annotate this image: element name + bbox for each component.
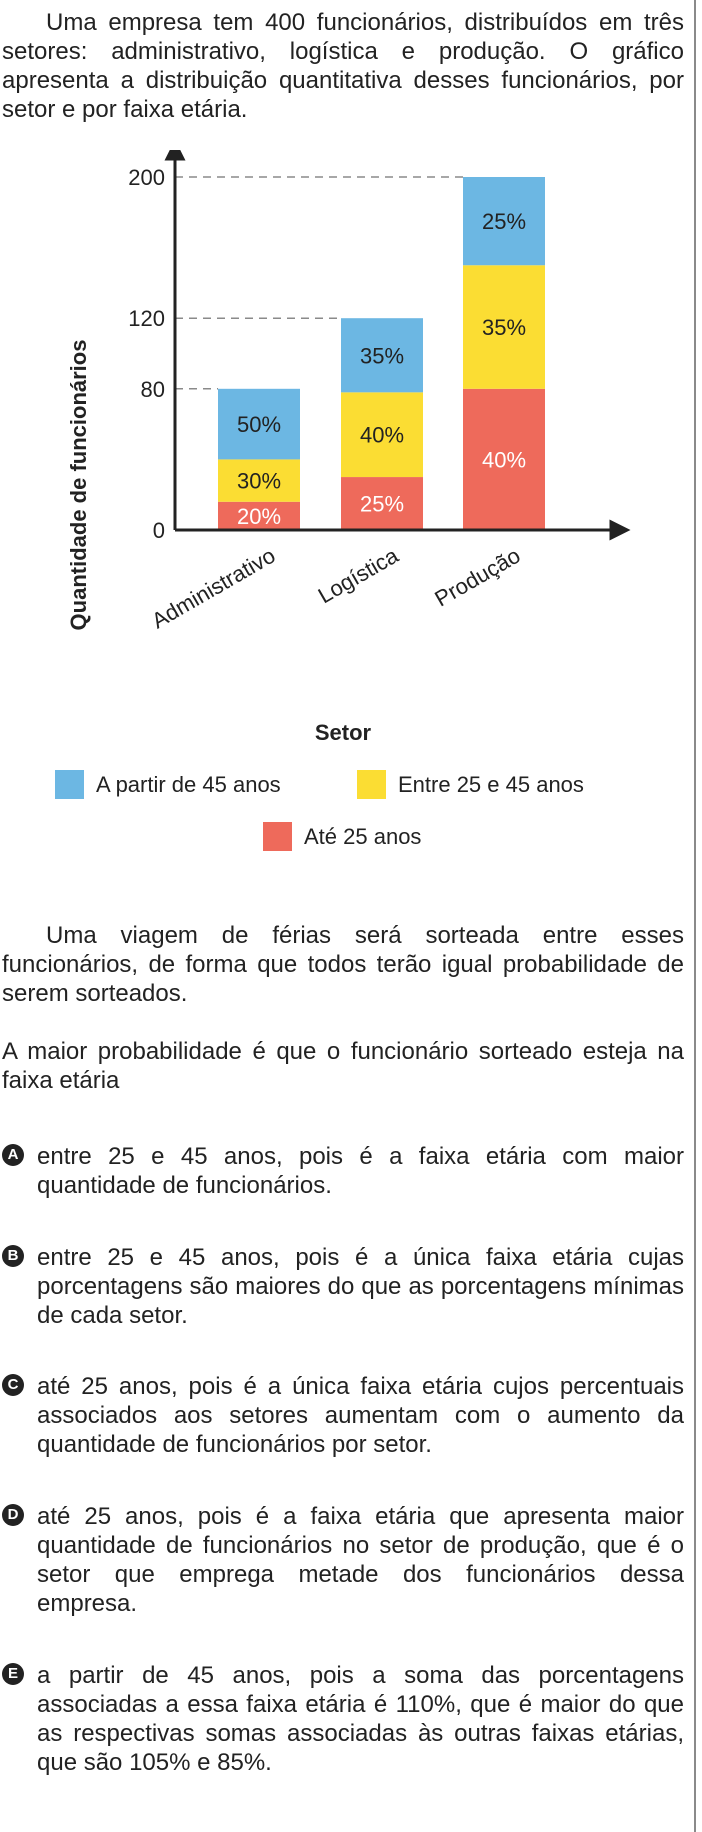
legend-item-under-25: Até 25 anos: [263, 822, 421, 851]
bar-segment: [463, 177, 545, 266]
y-axis-label: Quantidade de funcionários: [66, 340, 91, 631]
category-label: Logística: [314, 542, 403, 608]
draw-paragraph: Uma viagem de férias será sorteada entre…: [2, 922, 684, 1007]
bar-value-label: 40%: [482, 447, 526, 472]
bar-value-label: 25%: [360, 492, 404, 517]
option-e[interactable]: E a partir de 45 anos, pois a soma das p…: [2, 1661, 684, 1777]
option-d-letter-icon: D: [2, 1504, 24, 1526]
bar-segment: [218, 388, 300, 460]
option-c-text: até 25 anos, pois é a única faixa etária…: [37, 1373, 684, 1458]
bar-value-label: 35%: [482, 315, 526, 340]
page-border-rule: [694, 0, 696, 1832]
bar-value-label: 50%: [237, 412, 281, 437]
bar-value-label: 30%: [237, 469, 281, 494]
bar-segment: [463, 265, 545, 389]
y-tick-label: 200: [128, 165, 165, 190]
intro-paragraph: Uma empresa tem 400 funcionários, distri…: [2, 9, 684, 123]
legend-item-25-45: Entre 25 e 45 anos: [357, 770, 584, 799]
bar-segment: [341, 392, 423, 478]
category-label: Produção: [430, 543, 524, 612]
bar-segment: [341, 318, 423, 393]
bar-value-label: 35%: [360, 343, 404, 368]
option-b[interactable]: B entre 25 e 45 anos, pois é a única fai…: [2, 1243, 684, 1330]
option-d-text: até 25 anos, pois é a faixa etária que a…: [37, 1503, 684, 1617]
bar-segment: [218, 459, 300, 502]
x-axis-label: Setor: [315, 720, 372, 745]
bar-segment: [463, 388, 545, 530]
y-tick-label: 120: [128, 306, 165, 331]
legend-swatch-25-45: [357, 770, 386, 799]
stacked-bar-chart: 20% 30% 50% 25% 40% 35% 40% 35% 25% 0 80 120 200 Ad…: [66, 150, 631, 745]
y-tick-label: 0: [153, 518, 165, 543]
option-e-text: a partir de 45 anos, pois a soma das por…: [37, 1662, 684, 1776]
legend-label-45-plus: A partir de 45 anos: [96, 771, 281, 797]
bar-segment: [341, 477, 423, 530]
option-b-text: entre 25 e 45 anos, pois é a única faixa…: [37, 1244, 684, 1329]
bar-value-label: 20%: [237, 504, 281, 529]
option-c-letter-icon: C: [2, 1374, 24, 1396]
legend-swatch-45-plus: [55, 770, 84, 799]
legend-swatch-under-25: [263, 822, 292, 851]
option-d[interactable]: D até 25 anos, pois é a faixa etária que…: [2, 1502, 684, 1618]
option-e-letter-icon: E: [2, 1663, 24, 1685]
option-b-letter-icon: B: [2, 1245, 24, 1267]
bar-segment: [218, 501, 300, 530]
bar-value-label: 25%: [482, 209, 526, 234]
option-c[interactable]: C até 25 anos, pois é a única faixa etár…: [2, 1372, 684, 1459]
option-a-letter-icon: A: [2, 1144, 24, 1166]
category-label: Administrativo: [147, 543, 279, 634]
option-a[interactable]: A entre 25 e 45 anos, pois é a faixa etá…: [2, 1142, 684, 1200]
y-tick-label: 80: [141, 377, 165, 402]
option-a-text: entre 25 e 45 anos, pois é a faixa etári…: [37, 1143, 684, 1199]
question-stem: A maior probabilidade é que o funcionári…: [2, 1038, 684, 1094]
legend-item-45-plus: A partir de 45 anos: [55, 770, 281, 799]
legend-label-under-25: Até 25 anos: [304, 823, 422, 849]
legend-label-25-45: Entre 25 e 45 anos: [398, 771, 584, 797]
bar-value-label: 40%: [360, 423, 404, 448]
